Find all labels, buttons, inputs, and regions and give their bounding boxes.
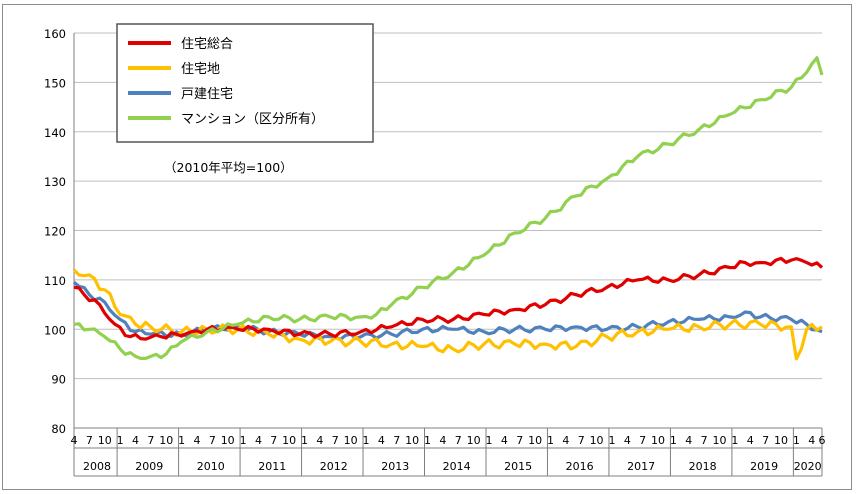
month-tick-label: 7 xyxy=(393,434,400,447)
month-tick-label: 7 xyxy=(86,434,93,447)
x-axis: 2008 2009 2010 2011 2012 2013 2014 2015 2016 2017… xyxy=(71,428,826,477)
year-label-2019: 2019 xyxy=(750,460,778,473)
month-tick-label: 6 xyxy=(819,434,826,447)
chart-frame xyxy=(2,4,852,490)
month-tick-label: 7 xyxy=(578,434,585,447)
month-tick-label: 4 xyxy=(71,434,78,447)
year-label-2009: 2009 xyxy=(135,460,163,473)
month-tick-label: 1 xyxy=(793,434,800,447)
y-axis-ticks: 80 90 100 110 120 130 140 150 160 xyxy=(44,27,66,436)
year-label-2011: 2011 xyxy=(258,460,286,473)
month-tick-label: 7 xyxy=(270,434,277,447)
month-tick-label: 10 xyxy=(282,434,296,447)
month-tick-label: 10 xyxy=(590,434,604,447)
month-tick-label: 10 xyxy=(405,434,419,447)
y-tick-label: 140 xyxy=(44,126,66,140)
month-tick-label: 10 xyxy=(528,434,542,447)
y-tick-label: 100 xyxy=(44,323,66,337)
month-tick-label: 4 xyxy=(562,434,569,447)
month-tick-label: 1 xyxy=(547,434,554,447)
month-tick-label: 1 xyxy=(424,434,431,447)
month-tick-label: 7 xyxy=(639,434,646,447)
month-tick-label: 4 xyxy=(808,434,815,447)
month-tick-label: 7 xyxy=(701,434,708,447)
month-tick-label: 10 xyxy=(98,434,112,447)
year-label-2020: 2020 xyxy=(794,460,822,473)
y-tick-label: 150 xyxy=(44,76,66,90)
series-line-3 xyxy=(73,56,824,360)
y-tick-label: 110 xyxy=(44,274,66,288)
month-tick-label: 7 xyxy=(147,434,154,447)
legend-label: 住宅地 xyxy=(181,62,220,77)
month-tick-label: 10 xyxy=(467,434,481,447)
month-tick-label: 7 xyxy=(762,434,769,447)
month-tick-label: 4 xyxy=(193,434,200,447)
month-tick-label: 10 xyxy=(344,434,358,447)
legend-label: 住宅総合 xyxy=(181,37,233,52)
month-tick-label: 10 xyxy=(221,434,235,447)
month-tick-label: 1 xyxy=(485,434,492,447)
month-tick-label: 7 xyxy=(332,434,339,447)
year-label-2017: 2017 xyxy=(627,460,655,473)
y-tick-label: 160 xyxy=(44,27,66,41)
month-tick-label: 10 xyxy=(713,434,727,447)
year-label-2012: 2012 xyxy=(320,460,348,473)
year-label-2018: 2018 xyxy=(689,460,717,473)
month-tick-label: 4 xyxy=(501,434,508,447)
y-tick-label: 90 xyxy=(51,373,66,387)
month-tick-label: 1 xyxy=(670,434,677,447)
month-tick-label: 4 xyxy=(132,434,139,447)
year-label-2014: 2014 xyxy=(443,460,471,473)
chart-note: （2010年平均=100） xyxy=(164,160,293,175)
y-tick-label: 130 xyxy=(44,175,66,189)
year-label-2015: 2015 xyxy=(504,460,532,473)
month-tick-label: 4 xyxy=(255,434,262,447)
month-tick-label: 7 xyxy=(455,434,462,447)
year-label-2008: 2008 xyxy=(83,460,111,473)
y-tick-label: 80 xyxy=(51,422,66,436)
month-tick-label: 10 xyxy=(651,434,665,447)
month-tick-label: 1 xyxy=(731,434,738,447)
month-tick-label: 7 xyxy=(516,434,523,447)
month-tick-label: 1 xyxy=(240,434,247,447)
month-tick-label: 4 xyxy=(378,434,385,447)
legend-label: マンション（区分所有） xyxy=(181,112,324,127)
series-line-2 xyxy=(72,281,823,342)
y-tick-label: 120 xyxy=(44,225,66,239)
series-line-0 xyxy=(73,256,824,341)
month-tick-label: 4 xyxy=(439,434,446,447)
month-tick-label: 4 xyxy=(685,434,692,447)
month-tick-label: 4 xyxy=(747,434,754,447)
year-label-2016: 2016 xyxy=(566,460,594,473)
legend-label: 戸建住宅 xyxy=(181,87,233,102)
series-lines xyxy=(72,56,824,361)
month-tick-label: 10 xyxy=(774,434,788,447)
month-tick-label: 1 xyxy=(301,434,308,447)
month-tick-label: 1 xyxy=(178,434,185,447)
month-tick-label: 1 xyxy=(608,434,615,447)
month-tick-label: 10 xyxy=(159,434,173,447)
year-label-2013: 2013 xyxy=(381,460,409,473)
month-tick-label: 4 xyxy=(316,434,323,447)
month-tick-label: 4 xyxy=(624,434,631,447)
month-tick-label: 1 xyxy=(117,434,124,447)
year-label-2010: 2010 xyxy=(197,460,225,473)
month-tick-label: 1 xyxy=(363,434,370,447)
month-tick-label: 7 xyxy=(209,434,216,447)
